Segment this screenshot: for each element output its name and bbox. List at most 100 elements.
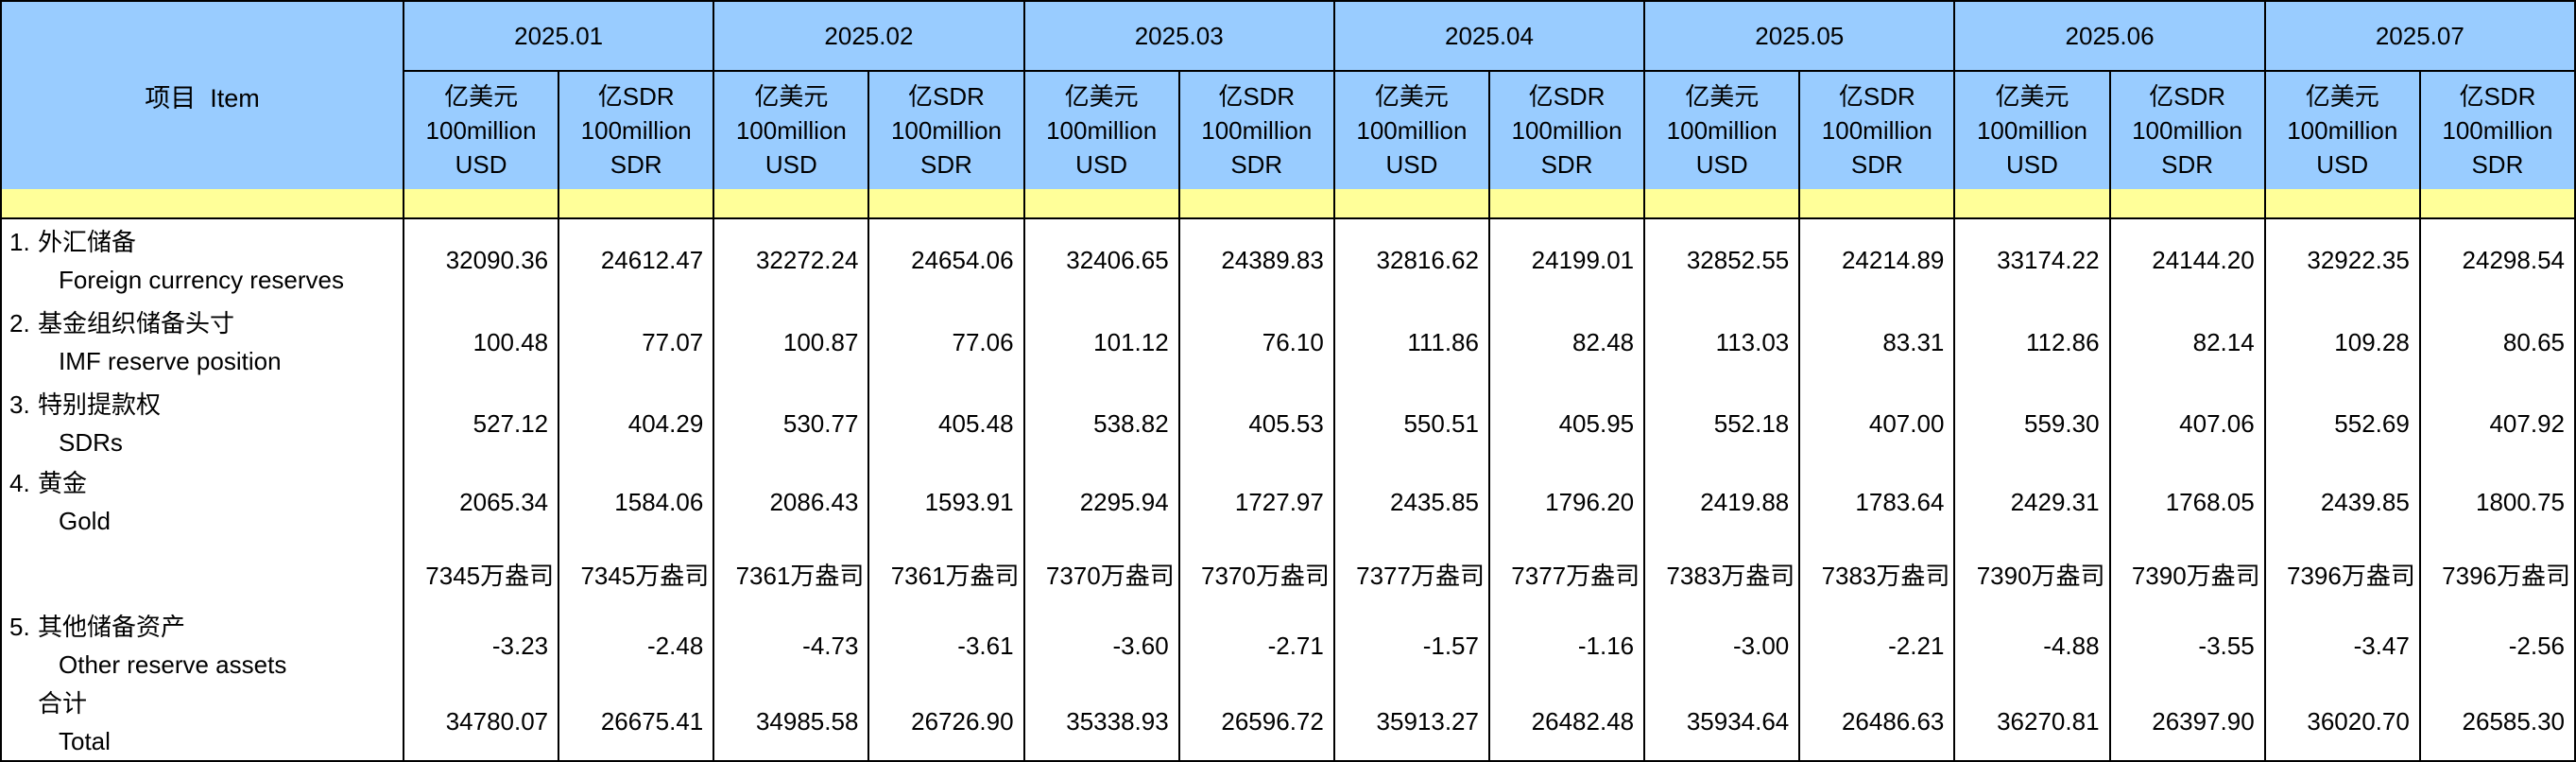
- month-header-cell: 2025.01: [402, 0, 715, 72]
- unit-header-cell-usd: 亿美元 100million USD: [713, 70, 870, 189]
- value-cell: 109.28: [2263, 302, 2421, 383]
- month-header-cell: 2025.05: [1643, 0, 1956, 72]
- value-cell: 26482.48: [1487, 684, 1646, 761]
- value-cell: 2429.31: [1953, 464, 2111, 540]
- month-header-cell: 2025.04: [1332, 0, 1646, 72]
- unit-header-cell-usd: 亿美元 100million USD: [1643, 70, 1801, 189]
- value-cell: 100.48: [402, 302, 560, 383]
- value-cell: 35913.27: [1332, 684, 1490, 761]
- value-cell: 32406.65: [1022, 218, 1180, 302]
- value-cell: 1800.75: [2418, 464, 2576, 540]
- item-number: 2.: [9, 309, 30, 338]
- spacer-cell: [1487, 189, 1646, 219]
- value-cell: 1593.91: [867, 464, 1025, 540]
- value-cell: 112.86: [1953, 302, 2111, 383]
- value-cell: 1727.97: [1177, 464, 1335, 540]
- item-label-cn: 外汇储备: [38, 227, 137, 256]
- table-header: 项目 Item 2025.01 2025.02 2025.03 2025.04 2025.…: [0, 0, 2576, 219]
- value-cell: 80.65: [2418, 302, 2576, 383]
- table-row: 3. 特别提款权 SDRs 527.12 404.29 530.77 405.48 538.8…: [0, 383, 2576, 464]
- spacer-cell: [1953, 189, 2111, 219]
- value-cell: 26726.90: [867, 684, 1025, 761]
- value-cell: 1796.20: [1487, 464, 1646, 540]
- value-cell: 2065.34: [402, 464, 560, 540]
- value-cell: 7361万盎司: [867, 540, 1025, 608]
- value-cell: 82.14: [2108, 302, 2266, 383]
- value-cell: -2.48: [558, 608, 715, 684]
- table-row: 1. 外汇储备 Foreign currency reserves 32090.36 2…: [0, 218, 2576, 302]
- unit-header-cell-sdr: 亿SDR 100million SDR: [1487, 70, 1646, 189]
- value-cell: 101.12: [1022, 302, 1180, 383]
- unit-header-cell-usd: 亿美元 100million USD: [402, 70, 560, 189]
- value-cell: 26585.30: [2418, 684, 2576, 761]
- value-cell: 7370万盎司: [1022, 540, 1180, 608]
- value-cell: 7390万盎司: [1953, 540, 2111, 608]
- value-cell: 7361万盎司: [713, 540, 870, 608]
- unit-header-cell-sdr: 亿SDR 100million SDR: [2418, 70, 2576, 189]
- unit-header-cell-sdr: 亿SDR 100million SDR: [558, 70, 715, 189]
- unit-header-cell-usd: 亿美元 100million USD: [2263, 70, 2421, 189]
- value-cell: 26486.63: [1798, 684, 1956, 761]
- spacer-cell: [2108, 189, 2266, 219]
- month-header-cell: 2025.07: [2263, 0, 2576, 72]
- unit-header-cell-sdr: 亿SDR 100million SDR: [1798, 70, 1956, 189]
- spacer-cell: [713, 189, 870, 219]
- month-header-cell: 2025.03: [1022, 0, 1335, 72]
- unit-header-row: 亿美元 100million USD 亿SDR 100million SDR 亿美元…: [1, 70, 2576, 189]
- value-cell: -3.55: [2108, 608, 2266, 684]
- spacer-cell: [402, 189, 560, 219]
- item-label-en: Gold: [59, 507, 111, 535]
- value-cell: 24214.89: [1798, 218, 1956, 302]
- value-cell: 32816.62: [1332, 218, 1490, 302]
- item-label-en: IMF reserve position: [59, 347, 282, 375]
- item-label-cell: 5. 其他储备资产 Other reserve assets: [0, 608, 404, 684]
- value-cell: 552.18: [1643, 383, 1801, 464]
- spacer-cell: [2263, 189, 2421, 219]
- value-cell: 2435.85: [1332, 464, 1490, 540]
- value-cell: 2295.94: [1022, 464, 1180, 540]
- spacer-cell: [1798, 189, 1956, 219]
- value-cell: 26596.72: [1177, 684, 1335, 761]
- value-cell: 24298.54: [2418, 218, 2576, 302]
- item-label-en: Other reserve assets: [59, 650, 287, 679]
- item-label-cn: 合计: [38, 688, 88, 718]
- spacer-cell: [1643, 189, 1801, 219]
- value-cell: 7383万盎司: [1643, 540, 1801, 608]
- table-row: 4. 黄金 Gold 2065.34 1584.06 2086.43 1593.91 2295…: [0, 464, 2576, 540]
- value-cell: -2.21: [1798, 608, 1956, 684]
- value-cell: 36020.70: [2263, 684, 2421, 761]
- table-row: 合计 Total 34780.07 26675.41 34985.58 26726.90 3…: [0, 684, 2576, 761]
- value-cell: 7396万盎司: [2418, 540, 2576, 608]
- item-label-cn: 特别提款权: [38, 390, 162, 419]
- value-cell: 24654.06: [867, 218, 1025, 302]
- spacer-cell: [1177, 189, 1335, 219]
- value-cell: -3.60: [1022, 608, 1180, 684]
- value-cell: 552.69: [2263, 383, 2421, 464]
- item-label-cell: 2. 基金组织储备头寸 IMF reserve position: [0, 302, 404, 383]
- value-cell: -3.00: [1643, 608, 1801, 684]
- spacer-cell: [2418, 189, 2576, 219]
- value-cell: 34985.58: [713, 684, 870, 761]
- value-cell: 7370万盎司: [1177, 540, 1335, 608]
- table-row: 2. 基金组织储备头寸 IMF reserve position 100.48 77.0…: [0, 302, 2576, 383]
- value-cell: 1768.05: [2108, 464, 2266, 540]
- value-cell: -3.61: [867, 608, 1025, 684]
- value-cell: 24199.01: [1487, 218, 1646, 302]
- item-label-en: Foreign currency reserves: [59, 265, 344, 294]
- value-cell: 405.53: [1177, 383, 1335, 464]
- value-cell: 407.00: [1798, 383, 1956, 464]
- table-row: 7345万盎司 7345万盎司 7361万盎司 7361万盎司 7370万盎司 7370万…: [0, 540, 2576, 608]
- month-header-cell: 2025.02: [713, 0, 1025, 72]
- unit-header-cell-usd: 亿美元 100million USD: [1953, 70, 2111, 189]
- value-cell: 77.06: [867, 302, 1025, 383]
- item-label-cn: 黄金: [38, 469, 88, 497]
- value-cell: 113.03: [1643, 302, 1801, 383]
- value-cell: 35934.64: [1643, 684, 1801, 761]
- value-cell: 538.82: [1022, 383, 1180, 464]
- item-label-en: Total: [59, 726, 111, 755]
- value-cell: 34780.07: [402, 684, 560, 761]
- value-cell: 407.92: [2418, 383, 2576, 464]
- item-number: 3.: [9, 390, 30, 419]
- value-cell: 2439.85: [2263, 464, 2421, 540]
